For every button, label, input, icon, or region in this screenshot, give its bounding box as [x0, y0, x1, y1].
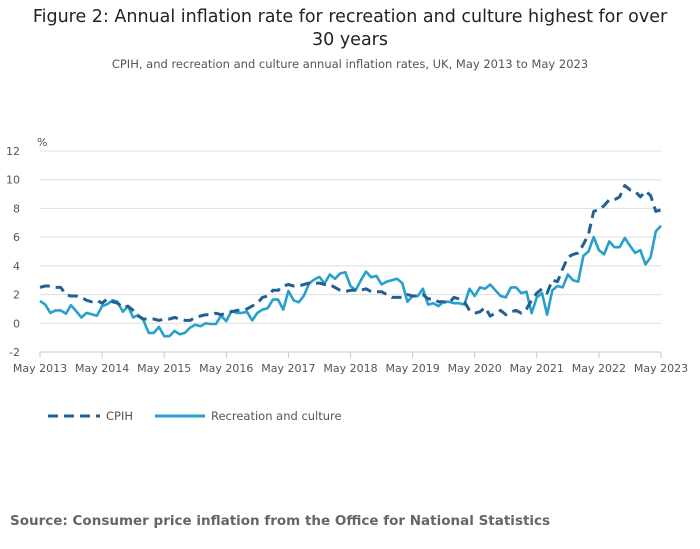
series-line-recreation-and-culture [39, 224, 662, 338]
y-tick-label: 2 [13, 289, 20, 302]
x-tick-label: May 2016 [199, 362, 253, 375]
legend-label-recreation: Recreation and culture [211, 409, 342, 423]
x-tick-label: May 2015 [137, 362, 191, 375]
y-tick-label: 10 [6, 174, 20, 187]
x-tick-label: May 2023 [634, 362, 688, 375]
y-tick-label: 6 [13, 231, 20, 244]
x-tick-label: May 2019 [385, 362, 439, 375]
chart-subtitle: CPIH, and recreation and culture annual … [111, 57, 589, 71]
y-tick-label: 0 [13, 317, 20, 330]
y-tick-label: 8 [13, 202, 20, 215]
y-tick-label: 4 [13, 260, 20, 273]
y-tick-label: 12 [6, 145, 20, 158]
series-line-cpih [39, 184, 662, 322]
legend: CPIH Recreation and culture [48, 409, 342, 423]
x-tick-label: May 2021 [510, 362, 564, 375]
x-tick-label: May 2014 [75, 362, 129, 375]
x-tick-label: May 2022 [572, 362, 626, 375]
x-tick-label: May 2017 [261, 362, 315, 375]
legend-label-cpih: CPIH [106, 409, 133, 423]
chart-title: Figure 2: Annual inflation rate for recr… [32, 7, 668, 50]
x-tick-label: May 2020 [448, 362, 502, 375]
y-axis-label: % [37, 136, 47, 149]
y-tick-label: -2 [9, 346, 20, 359]
source-note: Source: Consumer price inflation from th… [10, 513, 551, 529]
x-tick-label: May 2013 [13, 362, 67, 375]
x-tick-label: May 2018 [323, 362, 377, 375]
